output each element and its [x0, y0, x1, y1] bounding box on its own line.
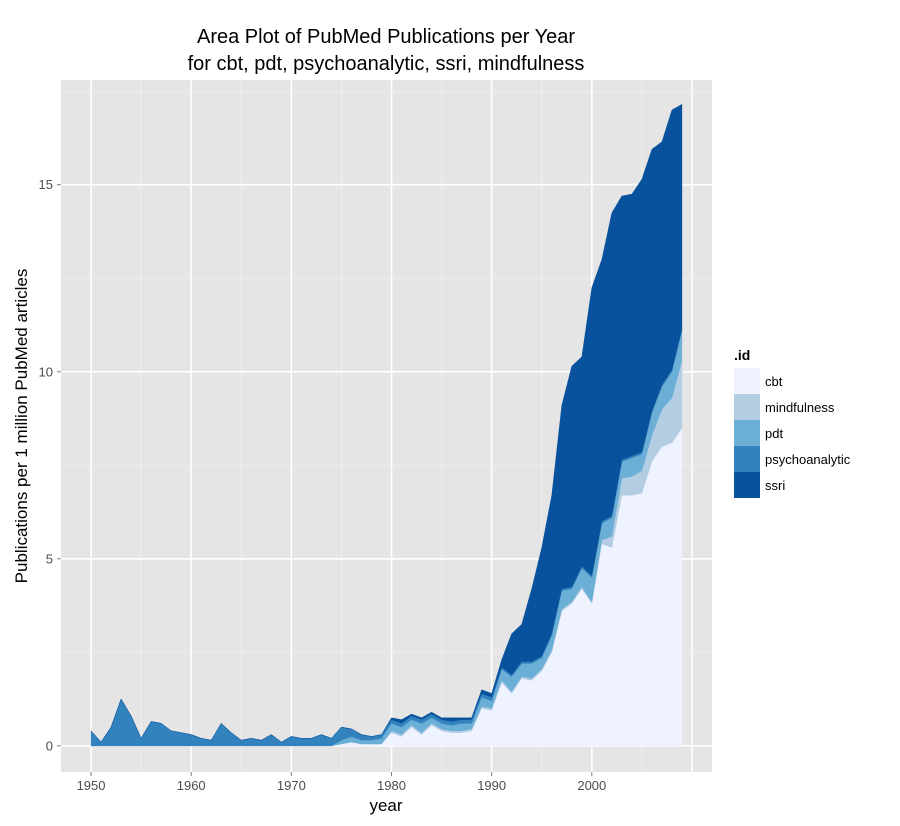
legend-label-mindfulness: mindfulness: [765, 400, 835, 415]
x-tick-label: 1960: [177, 778, 206, 793]
x-axis-ticks: 1950 1960 1970 1980 1990 2000: [77, 772, 606, 793]
legend-label-cbt: cbt: [765, 374, 783, 389]
y-tick-label: 15: [39, 177, 53, 192]
y-tick-label: 10: [39, 364, 53, 379]
y-axis-ticks: 0 5 10 15: [39, 177, 61, 753]
area-series: [90, 103, 683, 747]
legend-label-ssri: ssri: [765, 478, 785, 493]
legend-key-psychoanalytic: [734, 446, 760, 472]
y-tick-label: 5: [46, 551, 53, 566]
x-axis-title: year: [369, 796, 402, 815]
chart-title-line-2: for cbt, pdt, psychoanalytic, ssri, mind…: [188, 53, 585, 75]
x-tick-label: 1990: [477, 778, 506, 793]
legend-label-pdt: pdt: [765, 426, 783, 441]
chart-title-line-1: Area Plot of PubMed Publications per Yea…: [197, 26, 575, 48]
legend-key-ssri: [734, 472, 760, 498]
x-tick-label: 1950: [77, 778, 106, 793]
legend-title: .id: [734, 347, 750, 363]
y-tick-label: 0: [46, 738, 53, 753]
x-tick-label: 1970: [277, 778, 306, 793]
legend-key-pdt: [734, 420, 760, 446]
area-ssri: [90, 103, 683, 743]
legend-key-cbt: [734, 368, 760, 394]
x-tick-label: 1980: [377, 778, 406, 793]
x-tick-label: 2000: [577, 778, 606, 793]
legend-key-mindfulness: [734, 394, 760, 420]
legend: cbt mindfulness pdt psychoanalytic ssri: [734, 368, 851, 498]
legend-label-psychoanalytic: psychoanalytic: [765, 452, 851, 467]
y-axis-title: Publications per 1 million PubMed articl…: [12, 269, 31, 584]
